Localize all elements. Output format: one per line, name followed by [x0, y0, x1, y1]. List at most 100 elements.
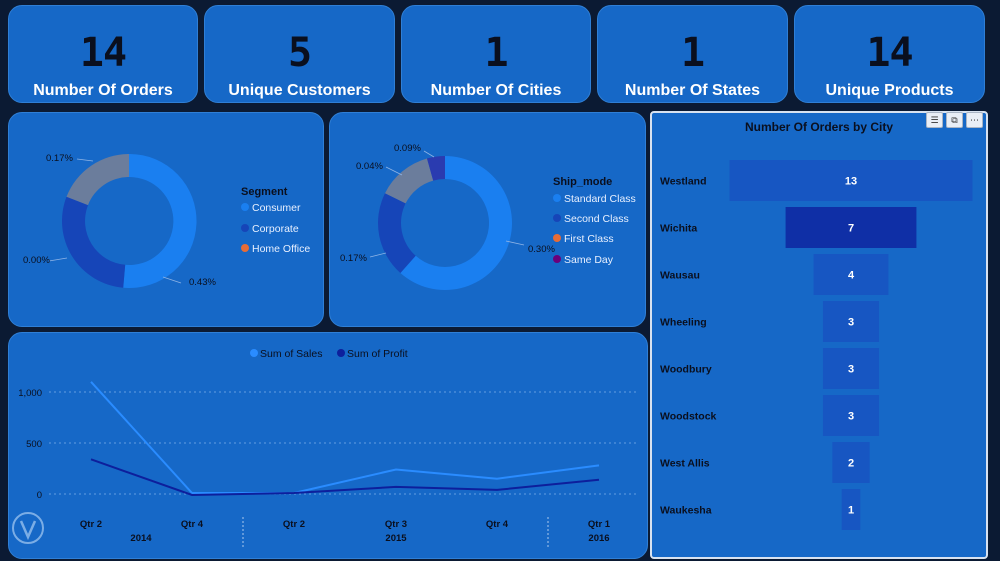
funnel-bar-wausau[interactable]	[813, 254, 889, 295]
kpi-value: 1	[680, 30, 705, 76]
legend-dot-same-day	[553, 255, 561, 263]
funnel-city-label: Woodbury	[660, 364, 712, 376]
x-tick-qtr2-2014: Qtr 2	[80, 519, 102, 530]
funnel-city-label: Wheeling	[660, 317, 707, 329]
donut-slice-corporate[interactable]	[61, 196, 126, 288]
kpi-card-orders[interactable]: 14 Number Of Orders	[8, 5, 198, 103]
donut-slice-second-class[interactable]	[378, 193, 416, 273]
y-tick-1000: 1,000	[18, 388, 42, 399]
ship-label-first: 0.04%	[356, 161, 383, 172]
kpi-label: Number Of Orders	[33, 82, 173, 99]
kpi-value: 5	[287, 30, 312, 76]
funnel-value-label: 1	[848, 505, 854, 517]
donut-slice-home-office[interactable]	[66, 154, 130, 206]
y-tick-500: 500	[26, 439, 42, 450]
legend-dot-second	[553, 214, 561, 222]
funnel-bar-wheeling[interactable]	[822, 301, 880, 342]
funnel-bar-west-allis[interactable]	[832, 442, 870, 483]
kpi-value: 14	[79, 30, 127, 76]
funnel-bar-woodbury[interactable]	[822, 348, 880, 389]
funnel-value-label: 3	[848, 317, 854, 329]
orders-by-city-card[interactable]: Number Of Orders by City Westland 13 Wichi…	[650, 111, 988, 559]
funnel-city-label: Wichita	[660, 223, 697, 235]
funnel-bar-westland[interactable]	[729, 160, 973, 201]
x-tick-qtr4-2014: Qtr 4	[181, 519, 204, 530]
legend-consumer[interactable]: Consumer	[252, 202, 301, 214]
segment-donut-chart: 0.43% 0.00% 0.17% Segment Consumer Corpo…	[23, 153, 310, 288]
orders-by-city-funnel: Number Of Orders by City Westland 13Wichi…	[660, 120, 973, 530]
more-options-icon[interactable]: ⋯	[966, 112, 983, 128]
x-tick-qtr3-2015: Qtr 3	[385, 519, 407, 530]
segment-donut-card[interactable]: 0.43% 0.00% 0.17% Segment Consumer Corpo…	[8, 112, 324, 327]
x-tick-qtr1-2016: Qtr 1	[588, 519, 611, 530]
x-year-2015: 2015	[385, 533, 407, 544]
donut-slice-consumer[interactable]	[123, 153, 197, 288]
legend-standard-class[interactable]: Standard Class	[564, 193, 636, 205]
kpi-label: Unique Products	[825, 82, 954, 99]
funnel-value-label: 4	[848, 270, 855, 282]
funnel-city-label: West Allis	[660, 458, 710, 470]
kpi-value: 1	[484, 30, 508, 76]
funnel-city-label: Wausau	[660, 270, 700, 282]
x-year-2014: 2014	[130, 533, 152, 544]
funnel-value-label: 3	[848, 411, 854, 423]
donut-slice-first-class[interactable]	[385, 158, 434, 204]
ship-mode-donut-chart: 0.30% 0.17% 0.04% 0.09% Ship_mode Standa…	[340, 143, 636, 290]
legend-home-office[interactable]: Home Office	[252, 243, 310, 255]
ship-label-same-day: 0.09%	[394, 143, 421, 154]
y-tick-0: 0	[37, 490, 42, 501]
legend-dot-corporate	[241, 224, 249, 232]
ship-label-second: 0.17%	[340, 253, 367, 264]
sales-profit-line-chart: Sum of Sales Sum of Profit 1,000 500 0 Q…	[18, 348, 639, 547]
legend-dot-sales	[250, 349, 258, 357]
funnel-bar-waukesha[interactable]	[841, 489, 861, 530]
legend-dot-home-office	[241, 244, 249, 252]
funnel-value-label: 2	[848, 458, 854, 470]
kpi-label: Unique Customers	[228, 82, 371, 99]
funnel-city-label: Woodstock	[660, 411, 717, 423]
ship-label-standard: 0.30%	[528, 244, 555, 255]
x-tick-qtr4-2015: Qtr 4	[486, 519, 509, 530]
filter-icon[interactable]: ☰	[926, 112, 943, 128]
legend-first-class[interactable]: First Class	[564, 233, 614, 245]
funnel-value-label: 3	[848, 364, 854, 376]
sales-profit-line-card[interactable]: Sum of Sales Sum of Profit 1,000 500 0 Q…	[8, 332, 648, 559]
funnel-bar-wichita[interactable]	[785, 207, 917, 248]
kpi-label: Number Of States	[624, 82, 761, 99]
funnel-city-label: Westland	[660, 176, 706, 188]
kpi-card-cities[interactable]: 1 Number Of Cities	[401, 5, 591, 103]
x-tick-qtr2-2015: Qtr 2	[283, 519, 305, 530]
donut-slice-standard-class[interactable]	[400, 156, 512, 290]
segment-legend-title: Segment	[241, 186, 288, 198]
watermark-logo-icon	[12, 512, 44, 544]
ship-mode-donut-card[interactable]: 0.30% 0.17% 0.04% 0.09% Ship_mode Standa…	[329, 112, 646, 327]
legend-same-day[interactable]: Same Day	[564, 254, 614, 266]
funnel-title: Number Of Orders by City	[745, 120, 893, 134]
profit-series-line[interactable]	[90, 458, 600, 497]
funnel-value-label: 7	[848, 223, 854, 235]
legend-sum-of-sales[interactable]: Sum of Sales	[260, 348, 322, 360]
legend-corporate[interactable]: Corporate	[252, 223, 299, 235]
focus-mode-icon[interactable]: ⧉	[946, 112, 963, 128]
legend-dot-first	[553, 234, 561, 242]
legend-dot-consumer	[241, 203, 249, 211]
segment-label-corporate: 0.00%	[23, 255, 50, 266]
kpi-card-states[interactable]: 1 Number Of States	[597, 5, 788, 103]
x-year-2016: 2016	[588, 533, 609, 544]
sales-series-line[interactable]	[90, 381, 600, 494]
funnel-city-label: Waukesha	[660, 505, 712, 517]
ship-legend-title: Ship_mode	[553, 176, 612, 188]
kpi-card-customers[interactable]: 5 Unique Customers	[204, 5, 395, 103]
segment-label-consumer: 0.43%	[189, 277, 216, 288]
funnel-value-label: 13	[845, 176, 857, 188]
funnel-bar-woodstock[interactable]	[822, 395, 880, 436]
legend-second-class[interactable]: Second Class	[564, 213, 629, 225]
legend-dot-standard	[553, 194, 561, 202]
kpi-card-products[interactable]: 14 Unique Products	[794, 5, 985, 103]
kpi-value: 14	[866, 30, 913, 76]
legend-dot-profit	[337, 349, 345, 357]
segment-label-home-office: 0.17%	[46, 153, 73, 164]
legend-sum-of-profit[interactable]: Sum of Profit	[347, 348, 408, 360]
kpi-label: Number Of Cities	[430, 82, 562, 99]
donut-slice-same-day[interactable]	[427, 156, 445, 181]
